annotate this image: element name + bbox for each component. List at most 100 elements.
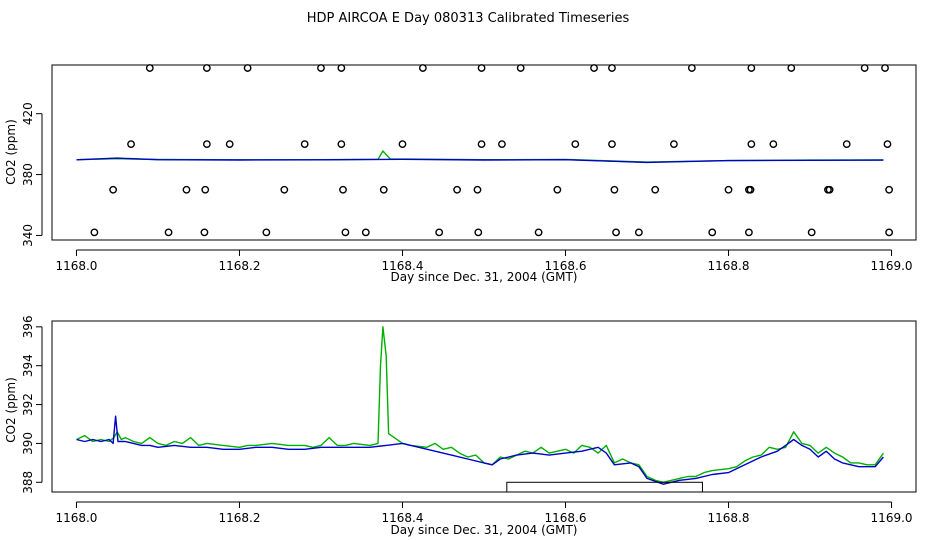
top-marker	[885, 228, 894, 237]
top-y-axis: 340 380 420	[21, 102, 43, 247]
top-plot-frame	[51, 64, 917, 241]
bottom-y-tick-label: 396	[21, 315, 35, 338]
top-marker	[477, 140, 486, 149]
top-marker	[807, 228, 816, 237]
top-marker	[477, 64, 486, 72]
top-marker	[341, 228, 350, 237]
top-marker	[842, 140, 851, 149]
bottom-series	[76, 326, 884, 485]
bottom-series-line-1	[76, 326, 884, 483]
bottom-y-tick-label: 394	[21, 354, 35, 377]
top-marker	[516, 64, 525, 72]
top-series	[76, 150, 884, 164]
top-marker	[243, 64, 252, 72]
top-marker	[608, 140, 616, 149]
top-marker	[787, 64, 796, 72]
top-marker	[747, 64, 756, 72]
top-x-tick-label: 1168.8	[708, 259, 750, 273]
bottom-x-axis: 1168.0 1168.2 1168.4 1168.6 1168.8 1169.0	[55, 501, 913, 525]
top-marker	[745, 228, 753, 237]
top-y-tick-label: 420	[21, 102, 35, 125]
top-y-tick-label: 340	[21, 224, 35, 247]
top-marker	[337, 64, 346, 72]
top-series-line-2	[76, 157, 884, 164]
top-marker	[883, 140, 892, 149]
bottom-annotation-rect	[506, 481, 703, 493]
top-marker	[280, 185, 289, 194]
top-marker	[571, 140, 580, 149]
bottom-plot-frame	[51, 320, 917, 493]
bottom-x-tick-label: 1169.0	[871, 511, 913, 525]
top-marker	[651, 185, 660, 194]
top-y-tick-label: 380	[21, 163, 35, 186]
top-marker	[200, 228, 209, 237]
top-marker	[379, 185, 388, 194]
top-marker	[747, 140, 756, 149]
top-marker	[825, 185, 834, 194]
top-marker	[498, 140, 506, 149]
bottom-y-tick-label: 388	[21, 471, 35, 494]
top-marker	[202, 64, 211, 72]
bottom-x-axis-label: Day since Dec. 31, 2004 (GMT)	[391, 523, 578, 537]
top-marker	[590, 64, 598, 72]
top-marker	[610, 185, 619, 194]
top-marker	[90, 228, 99, 237]
top-marker	[724, 185, 733, 194]
top-marker	[860, 64, 869, 72]
top-marker	[534, 228, 543, 237]
top-marker	[145, 64, 154, 72]
top-marker	[746, 185, 755, 194]
top-marker	[127, 140, 135, 149]
top-marker	[339, 185, 347, 194]
top-marker	[608, 64, 616, 72]
top-panel: 1168.0 1168.2 1168.4 1168.6 1168.8 1169.0 340…	[4, 64, 917, 284]
top-marker	[612, 228, 620, 237]
top-marker	[109, 185, 118, 194]
top-marker	[553, 185, 562, 194]
bottom-x-tick-label: 1168.6	[545, 511, 587, 525]
top-marker	[398, 140, 407, 149]
bottom-y-tick-label: 390	[21, 432, 35, 455]
bottom-series-line-2	[76, 415, 884, 485]
top-marker	[687, 64, 696, 72]
bottom-x-tick-label: 1168.8	[708, 511, 750, 525]
top-marker	[361, 228, 370, 237]
bottom-panel: 1168.0 1168.2 1168.4 1168.6 1168.8 1169.0 388…	[4, 315, 917, 537]
top-marker	[473, 185, 482, 194]
bottom-annotation	[506, 481, 703, 493]
top-x-tick-label: 1168.2	[218, 259, 260, 273]
top-marker	[182, 185, 191, 194]
top-x-tick-label: 1169.0	[871, 259, 913, 273]
top-marker	[453, 185, 462, 194]
top-marker	[885, 185, 894, 194]
top-marker	[225, 140, 234, 149]
bottom-x-tick-label: 1168.4	[381, 511, 423, 525]
top-marker	[201, 185, 210, 194]
top-marker	[418, 64, 427, 72]
top-y-axis-label: CO2 (ppm)	[4, 119, 18, 185]
bottom-y-axis-label: CO2 (ppm)	[4, 377, 18, 443]
bottom-x-tick-label: 1168.0	[55, 511, 97, 525]
top-marker	[262, 228, 271, 237]
top-marker	[708, 228, 717, 237]
top-marker	[435, 228, 444, 237]
top-marker	[300, 140, 309, 149]
bottom-y-axis: 388 390 392 394 396	[21, 315, 43, 494]
top-marker	[202, 140, 211, 149]
top-marker	[337, 140, 346, 149]
top-x-tick-label: 1168.0	[55, 259, 97, 273]
top-x-tick-label: 1168.4	[381, 259, 423, 273]
bottom-y-tick-label: 392	[21, 393, 35, 416]
top-marker	[634, 228, 643, 237]
top-marker	[474, 228, 483, 237]
top-marker	[881, 64, 889, 72]
top-marker	[317, 64, 325, 72]
top-markers	[90, 64, 894, 237]
top-marker	[769, 140, 778, 149]
top-marker	[164, 228, 173, 237]
top-x-tick-label: 1168.6	[545, 259, 587, 273]
top-x-axis-label: Day since Dec. 31, 2004 (GMT)	[391, 270, 578, 284]
bottom-x-tick-label: 1168.2	[218, 511, 260, 525]
top-x-axis: 1168.0 1168.2 1168.4 1168.6 1168.8 1169.0	[55, 249, 913, 273]
